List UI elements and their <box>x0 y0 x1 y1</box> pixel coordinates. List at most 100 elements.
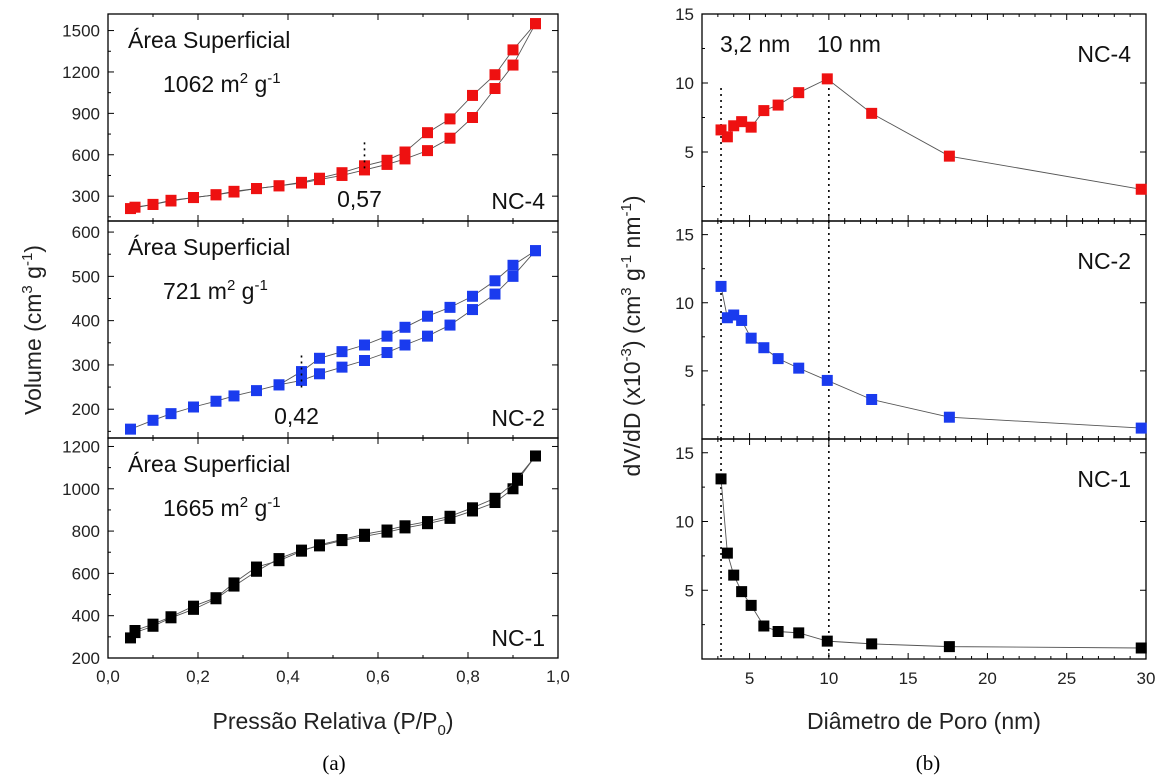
data-point <box>758 342 770 354</box>
sample-name: NC-4 <box>1077 41 1131 67</box>
adsorption-point <box>489 83 501 95</box>
x-tick-label: 20 <box>978 669 997 688</box>
x-tick-label: 30 <box>1137 669 1156 688</box>
area-value: 1665 m2 g-1 <box>163 494 281 521</box>
adsorption-point <box>467 304 478 316</box>
y-axis-title: dV/dD (x10-3) (cm3 g-1 nm-1) <box>618 195 645 476</box>
desorption-point <box>251 183 262 195</box>
data-point <box>821 635 833 647</box>
adsorption-point <box>336 361 348 373</box>
desorption-point <box>296 545 307 557</box>
desorption-point <box>530 245 541 257</box>
desorption-point <box>314 352 325 364</box>
y-tick-label: 10 <box>675 513 694 532</box>
x-tick-label: 0,2 <box>186 667 210 686</box>
panel-label-b: (b) <box>916 751 941 775</box>
y-tick-label: 1000 <box>62 480 100 499</box>
x-tick-label: 0,8 <box>456 667 480 686</box>
desorption-point <box>314 172 325 184</box>
y-tick-label: 15 <box>675 444 694 463</box>
adsorption-point <box>507 483 519 495</box>
y-axis-title: Volume (cm3 g-1) <box>19 245 46 415</box>
desorption-point <box>359 160 370 172</box>
data-point <box>943 411 955 423</box>
sample-name: NC-2 <box>491 405 545 431</box>
adsorption-point <box>444 319 456 331</box>
data-point <box>1135 422 1147 434</box>
area-title: Área Superficial <box>128 451 290 477</box>
y-tick-label: 5 <box>685 362 694 381</box>
y-tick-label: 5 <box>685 143 694 162</box>
y-tick-label: 200 <box>72 649 100 668</box>
desorption-point <box>336 167 348 179</box>
subplot-b-nc-1: 5 10 15 NC-1 <box>675 438 1147 660</box>
desorption-point <box>210 189 222 201</box>
desorption-point <box>444 301 456 313</box>
x-tick-label: 5 <box>745 669 754 688</box>
data-point <box>758 105 770 117</box>
data-point <box>772 99 784 111</box>
adsorption-point <box>165 408 177 420</box>
vline-label: 3,2 nm <box>720 31 790 57</box>
series-line <box>720 286 1142 429</box>
data-point <box>721 131 733 143</box>
x-tick-label: 1,0 <box>546 667 570 686</box>
data-point <box>728 569 740 581</box>
desorption-point <box>147 198 159 210</box>
data-point <box>715 280 727 292</box>
adsorption-point <box>399 339 411 351</box>
area-value: 721 m2 g-1 <box>163 277 268 304</box>
desorption-point <box>296 366 307 378</box>
data-point <box>866 393 878 405</box>
data-point <box>736 586 748 598</box>
desorption-point <box>399 146 411 158</box>
desorption-point <box>273 379 285 391</box>
desorption-point <box>422 127 433 139</box>
data-point <box>745 599 757 611</box>
data-point <box>772 626 784 637</box>
x-axis-title: Diâmetro de Poro (nm) <box>807 708 1041 734</box>
x-tick-label: 15 <box>899 669 918 688</box>
data-point <box>943 641 955 653</box>
y-tick-label: 300 <box>72 356 100 375</box>
area-title: Área Superficial <box>128 27 290 53</box>
desorption-point <box>314 539 325 551</box>
desorption-point <box>228 185 240 197</box>
marker-label: 0,42 <box>274 403 319 429</box>
adsorption-point <box>228 390 240 402</box>
desorption-point <box>489 275 501 287</box>
desorption-point <box>507 259 519 271</box>
adsorption-point <box>251 385 262 397</box>
series-line <box>720 478 1142 649</box>
desorption-point <box>381 154 393 166</box>
data-point <box>721 547 733 559</box>
adsorption-point <box>188 401 199 413</box>
y-tick-label: 900 <box>72 104 100 123</box>
adsorption-point <box>147 414 159 426</box>
desorption-point <box>422 516 433 528</box>
y-tick-label: 15 <box>675 5 694 24</box>
subplot-b-nc-2: 5 10 15 NC-2 <box>675 220 1147 440</box>
x-tick-label: 0,0 <box>96 667 120 686</box>
desorption-point <box>129 625 141 636</box>
subplot-a-nc-4: 300 600 900 1200 1500 Área Superficial 1062 m2… <box>62 13 559 222</box>
desorption-point <box>147 618 159 630</box>
desorption-point <box>165 194 177 206</box>
desorption-point <box>210 592 222 604</box>
series-line <box>720 78 1142 190</box>
data-point <box>715 124 727 136</box>
desorption-point <box>512 474 523 486</box>
desorption-point <box>381 524 393 536</box>
x-tick-label: 0,4 <box>276 667 300 686</box>
desorption-point <box>165 611 177 623</box>
x-tick-label: 0,6 <box>366 667 390 686</box>
desorption-point <box>422 310 433 322</box>
adsorption-point <box>467 112 478 123</box>
panel-b: 5 10 15 NC-4 5 10 15 NC-2 5 10 15 NC-1 3,2 nm 10 nm 5 1… <box>618 5 1155 734</box>
desorption-point <box>188 192 199 204</box>
y-tick-label: 500 <box>72 267 100 286</box>
adsorption-point <box>507 270 519 282</box>
adsorption-point <box>422 330 433 342</box>
desorption-point <box>444 113 456 125</box>
